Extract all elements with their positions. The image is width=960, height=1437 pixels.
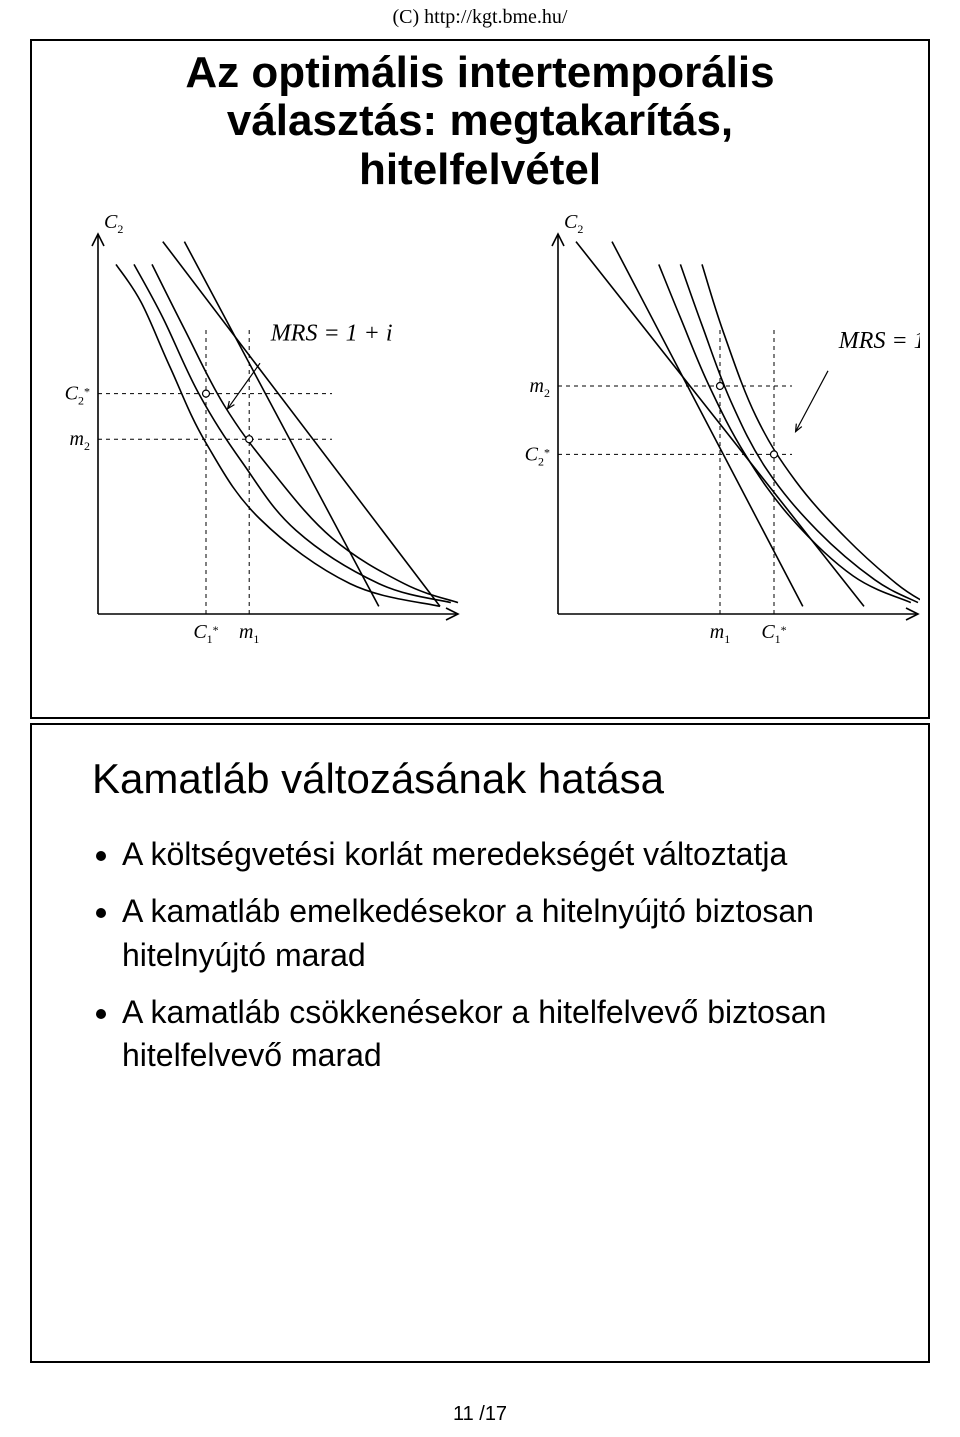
svg-text:MRS = 1 + i: MRS = 1 + i [270,321,393,347]
svg-text:C2*: C2* [65,383,90,408]
svg-text:m2: m2 [70,428,90,453]
svg-text:MRS = 1 + i: MRS = 1 + i [838,328,920,354]
slide-title: Az optimális intertemporális választás: … [32,49,928,194]
lower-slide-panel: Kamatláb változásának hatása A költségve… [30,723,930,1363]
svg-text:m1: m1 [710,621,730,644]
svg-text:C2: C2 [564,211,583,236]
title-line-1: Az optimális intertemporális [185,48,774,97]
svg-text:C1*: C1* [761,621,786,644]
slide2-heading: Kamatláb változásának hatása [92,755,868,803]
svg-text:m2: m2 [530,375,550,400]
bullet-item: A kamatláb csökkenésekor a hitelfelvevő … [122,991,858,1077]
title-line-2: választás: megtakarítás, [227,96,733,145]
copyright-text: (C) http://kgt.bme.hu/ [0,0,960,35]
bullet-list: A költségvetési korlát meredekségét vált… [122,833,858,1077]
svg-text:C2: C2 [104,211,123,236]
svg-text:m1: m1 [239,621,259,644]
svg-text:C1*: C1* [193,621,218,644]
bullet-item: A kamatláb emelkedésekor a hitelnyújtó b… [122,890,858,976]
upper-slide-panel: Az optimális intertemporális választás: … [30,39,930,719]
page-footer: 11 /17 [0,1403,960,1426]
bullet-item: A költségvetési korlát meredekségét vált… [122,833,858,876]
svg-text:C2*: C2* [525,444,550,469]
chart-right: C2C1m2C2*m1C1*MRS = 1 + i [500,204,920,649]
chart-left: C2C1C2*m2C1*m1MRS = 1 + i [40,204,460,649]
title-line-3: hitelfelvétel [359,145,601,194]
